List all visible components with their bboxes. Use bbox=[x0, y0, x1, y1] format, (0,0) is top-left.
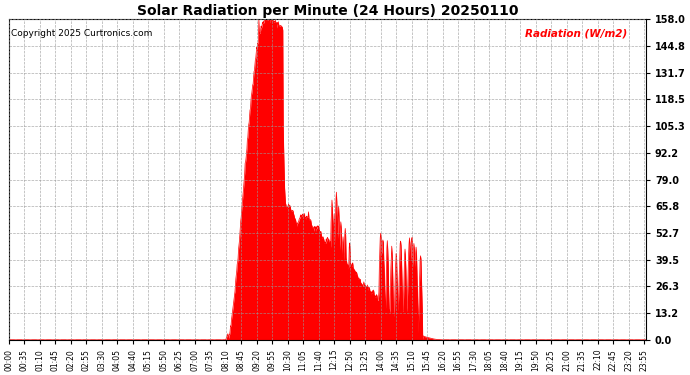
Text: Copyright 2025 Curtronics.com: Copyright 2025 Curtronics.com bbox=[10, 29, 152, 38]
Title: Solar Radiation per Minute (24 Hours) 20250110: Solar Radiation per Minute (24 Hours) 20… bbox=[137, 4, 518, 18]
Text: Radiation (W/m2): Radiation (W/m2) bbox=[524, 29, 627, 39]
